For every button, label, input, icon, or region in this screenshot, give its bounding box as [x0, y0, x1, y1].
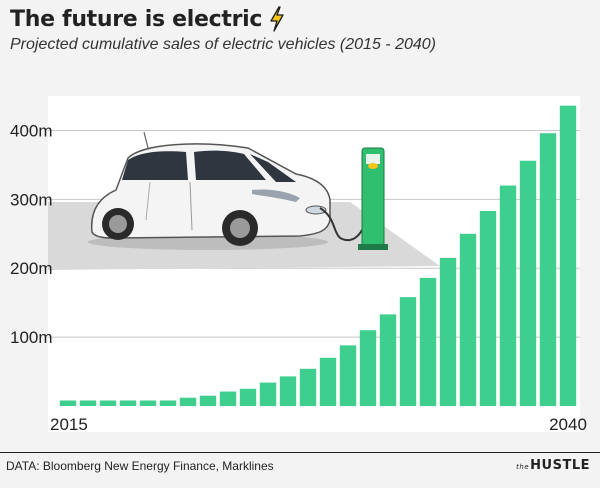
bar-2015 [59, 400, 77, 406]
header: The future is electric Projected cumulat… [10, 6, 590, 54]
chart-subtitle: Projected cumulative sales of electric v… [10, 36, 436, 53]
x-tick-label: 2015 [50, 415, 88, 434]
bar-2037 [499, 185, 517, 406]
bar-2020 [159, 400, 177, 406]
y-tick-label: 400m [10, 121, 53, 140]
electric-car-charging-icon [48, 131, 440, 270]
bar-2022 [199, 395, 217, 406]
bar-2036 [479, 211, 497, 406]
lightning-bolt-icon [270, 6, 284, 32]
bar-2023 [219, 391, 237, 406]
bar-2032 [399, 297, 417, 406]
bar-2029 [339, 345, 357, 406]
bar-2033 [419, 277, 437, 406]
bar-2019 [139, 400, 157, 406]
bar-2038 [519, 160, 537, 406]
bar-2030 [359, 330, 377, 406]
bar-2024 [239, 388, 257, 406]
brand-logo: theHUSTLE [516, 458, 590, 473]
bar-2026 [279, 376, 297, 406]
bar-2016 [79, 400, 97, 406]
bar-2034 [439, 257, 457, 406]
bar-2035 [459, 233, 477, 406]
y-tick-label: 200m [10, 259, 53, 278]
y-tick-label: 100m [10, 328, 53, 347]
bar-2017 [99, 400, 117, 406]
y-axis-ticks: 100m 200m 300m 400m [10, 121, 53, 347]
bar-2028 [319, 357, 337, 406]
bar-2018 [119, 400, 137, 406]
title-text: The future is electric [10, 6, 263, 32]
brand-prefix: the [516, 463, 530, 471]
bar-series [59, 105, 577, 406]
bar-2040 [559, 105, 577, 406]
source-note: DATA: Bloomberg New Energy Finance, Mark… [6, 459, 274, 473]
brand-name: HUSTLE [530, 458, 590, 473]
x-tick-label: 2040 [549, 415, 587, 434]
x-axis-ticks: 2015 2040 [50, 415, 587, 434]
chart-area: 100m 200m 300m 400m 2015 2040 [0, 70, 600, 450]
bar-2027 [299, 368, 317, 406]
page-title: The future is electric [10, 6, 590, 32]
bar-chart: 100m 200m 300m 400m 2015 2040 [10, 96, 587, 434]
bar-2025 [259, 382, 277, 406]
bar-2021 [179, 397, 197, 406]
footer-divider [0, 452, 600, 453]
bar-2039 [539, 133, 557, 406]
y-tick-label: 300m [10, 190, 53, 209]
bar-2031 [379, 314, 397, 406]
